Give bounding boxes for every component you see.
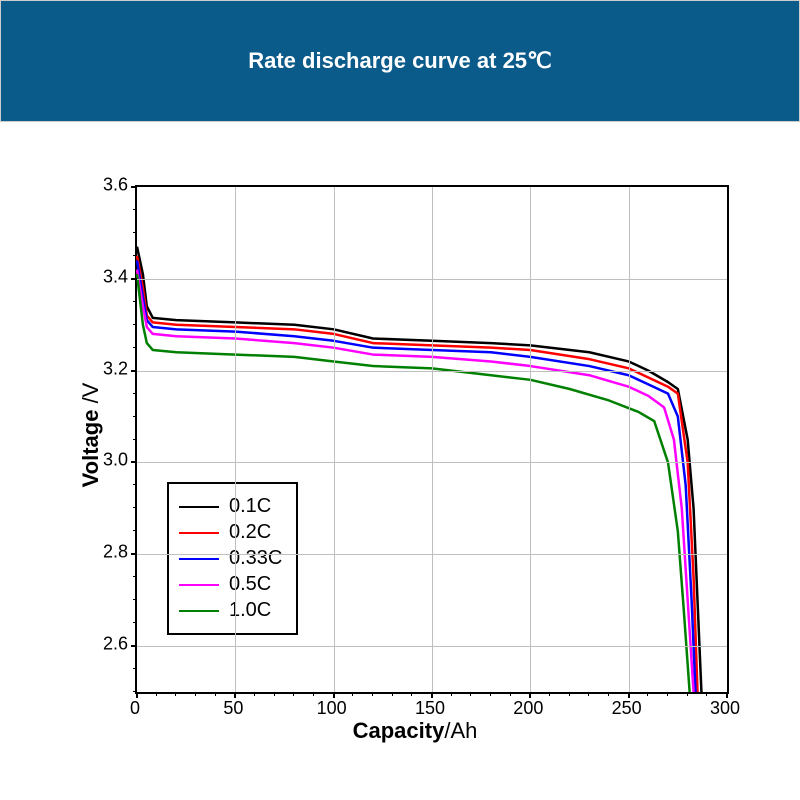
chart-title: Rate discharge curve at 25℃ [248,48,552,74]
x-tick-minor [274,692,275,696]
legend-box: 0.1C 0.2C 0.33C 0.5C 1.0C [167,482,298,635]
x-tick-minor [293,692,294,696]
legend-item: 0.2C [179,521,282,544]
legend-item: 0.33C [179,547,282,570]
y-tick-minor [133,347,137,348]
y-tick-minor [133,439,137,440]
y-axis-title: Voltage /V [78,383,104,488]
x-tick-label: 50 [223,698,243,719]
y-tick-label: 3.2 [88,358,128,379]
legend-item: 0.5C [179,573,282,596]
y-tick-minor [133,416,137,417]
x-tick-minor [569,692,570,696]
x-tick-minor [588,692,589,696]
gridline-h [137,371,727,372]
x-tick-minor [549,692,550,696]
y-tick [131,186,137,188]
legend-swatch [179,506,219,508]
x-tick-minor [215,692,216,696]
legend-label: 0.33C [229,547,282,570]
x-tick-minor [510,692,511,696]
y-tick-label: 3.4 [88,266,128,287]
y-tick-minor [133,622,137,623]
y-tick-minor [133,576,137,577]
x-tick-minor [667,692,668,696]
x-tick-label: 150 [415,698,445,719]
legend-item: 1.0C [179,599,282,622]
y-tick-minor [133,393,137,394]
gridline-h [137,554,727,555]
x-tick-label: 0 [130,698,140,719]
x-tick-minor [451,692,452,696]
plot-area: 0.1C 0.2C 0.33C 0.5C 1.0C [135,185,729,694]
gridline-v [629,187,630,692]
x-tick-minor [490,692,491,696]
gridline-v [432,187,433,692]
y-tick-label: 2.8 [88,542,128,563]
y-tick-label: 3.0 [88,450,128,471]
x-tick-label: 100 [317,698,347,719]
x-tick-minor [313,692,314,696]
legend-swatch [179,610,219,612]
legend-item: 0.1C [179,495,282,518]
y-tick-minor [133,668,137,669]
gridline-h [137,279,727,280]
y-tick [131,278,137,280]
x-tick-label: 300 [710,698,740,719]
x-tick-minor [411,692,412,696]
gridline-v [235,187,236,692]
chart-container: 0.1C 0.2C 0.33C 0.5C 1.0C Voltage /V Capacit… [70,175,760,755]
x-axis-title: Capacity/Ah [353,718,478,744]
y-tick-label: 2.6 [88,634,128,655]
y-tick-minor [133,691,137,692]
y-tick-label: 3.6 [88,175,128,196]
x-tick-minor [372,692,373,696]
x-tick-minor [156,692,157,696]
x-tick-minor [195,692,196,696]
header-banner: Rate discharge curve at 25℃ [0,0,800,122]
y-tick-minor [133,255,137,256]
x-tick-minor [687,692,688,696]
y-tick-minor [133,484,137,485]
y-tick [131,461,137,463]
y-tick [131,645,137,647]
gridline-v [530,187,531,692]
gridline-v [334,187,335,692]
x-tick-minor [470,692,471,696]
x-tick-minor [647,692,648,696]
y-tick-minor [133,301,137,302]
x-tick-minor [175,692,176,696]
legend-swatch [179,558,219,560]
x-tick-label: 200 [513,698,543,719]
legend-swatch [179,532,219,534]
y-tick [131,553,137,555]
x-tick-label: 250 [612,698,642,719]
gridline-h [137,646,727,647]
y-tick [131,370,137,372]
legend-swatch [179,584,219,586]
y-tick-minor [133,507,137,508]
x-tick-minor [706,692,707,696]
y-tick-minor [133,530,137,531]
y-tick-minor [133,599,137,600]
y-tick-minor [133,232,137,233]
y-tick-minor [133,209,137,210]
y-tick-minor [133,324,137,325]
x-tick-minor [254,692,255,696]
x-tick-minor [608,692,609,696]
gridline-h [137,462,727,463]
x-tick-minor [392,692,393,696]
x-tick-minor [352,692,353,696]
